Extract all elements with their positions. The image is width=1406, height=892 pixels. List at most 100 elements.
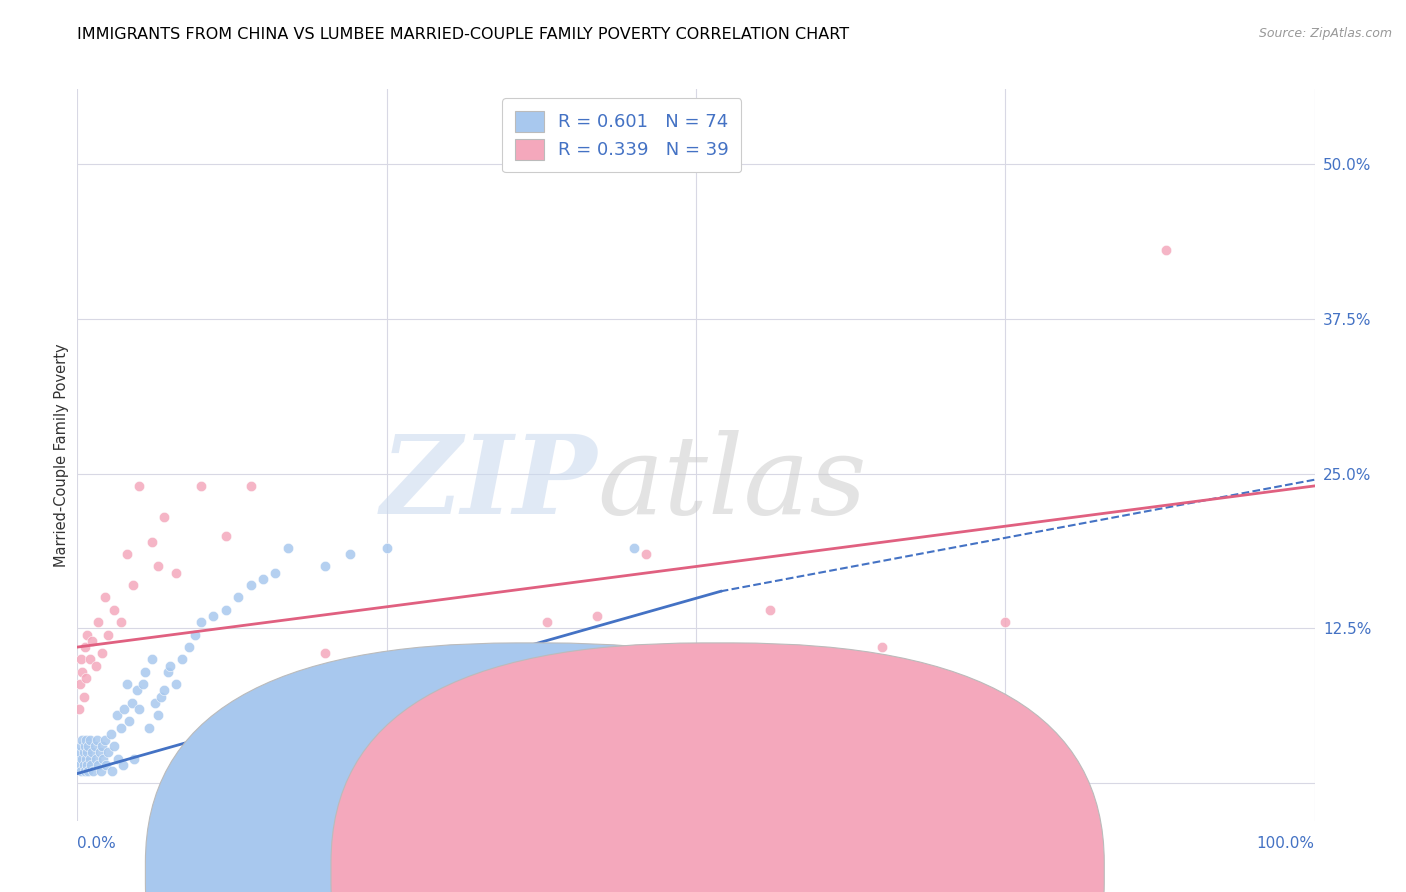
Point bbox=[177, 640, 200, 654]
Text: atlas: atlas bbox=[598, 431, 866, 538]
Point bbox=[101, 764, 124, 778]
Point bbox=[636, 547, 658, 561]
Point bbox=[70, 652, 93, 666]
Point bbox=[72, 733, 94, 747]
Point bbox=[153, 683, 176, 698]
Point bbox=[69, 746, 91, 760]
Text: Source: ZipAtlas.com: Source: ZipAtlas.com bbox=[1258, 27, 1392, 40]
Point bbox=[112, 702, 135, 716]
Point bbox=[759, 603, 782, 617]
Text: IMMIGRANTS FROM CHINA VS LUMBEE MARRIED-COUPLE FAMILY POVERTY CORRELATION CHART: IMMIGRANTS FROM CHINA VS LUMBEE MARRIED-… bbox=[77, 27, 849, 42]
Point bbox=[90, 764, 112, 778]
Point bbox=[121, 696, 143, 710]
Point bbox=[79, 733, 101, 747]
Text: ZIP: ZIP bbox=[381, 431, 598, 538]
Point bbox=[70, 739, 93, 754]
Point bbox=[105, 708, 128, 723]
Point bbox=[82, 633, 104, 648]
Point bbox=[73, 640, 96, 654]
Point bbox=[76, 746, 98, 760]
Point bbox=[536, 615, 558, 630]
Point bbox=[138, 721, 160, 735]
Point bbox=[437, 652, 460, 666]
Point bbox=[586, 609, 609, 624]
Point bbox=[84, 752, 107, 766]
Point bbox=[82, 764, 104, 778]
Point bbox=[141, 652, 163, 666]
Point bbox=[710, 652, 733, 666]
Point bbox=[314, 646, 336, 660]
Point bbox=[76, 757, 98, 772]
Point bbox=[72, 752, 94, 766]
Point bbox=[97, 628, 120, 642]
Point bbox=[277, 541, 299, 555]
Text: 100.0%: 100.0% bbox=[1257, 836, 1315, 850]
Point bbox=[141, 534, 163, 549]
Point bbox=[153, 509, 176, 524]
Point bbox=[1154, 244, 1177, 258]
Point bbox=[97, 746, 120, 760]
Point bbox=[93, 591, 115, 605]
Point bbox=[202, 609, 225, 624]
Point bbox=[110, 615, 132, 630]
Point bbox=[150, 690, 173, 704]
Point bbox=[215, 528, 238, 542]
Point bbox=[77, 739, 100, 754]
Point bbox=[264, 566, 287, 580]
Point bbox=[84, 658, 107, 673]
Point bbox=[143, 696, 166, 710]
Point bbox=[226, 591, 249, 605]
Point bbox=[128, 479, 150, 493]
Point bbox=[623, 541, 645, 555]
Text: Immigrants from China: Immigrants from China bbox=[519, 866, 696, 880]
Point bbox=[94, 757, 117, 772]
Point bbox=[252, 572, 274, 586]
Legend: R = 0.601   N = 74, R = 0.339   N = 39: R = 0.601 N = 74, R = 0.339 N = 39 bbox=[502, 98, 741, 172]
Point bbox=[72, 690, 94, 704]
Point bbox=[87, 615, 110, 630]
Point bbox=[190, 615, 212, 630]
Y-axis label: Married-Couple Family Poverty: Married-Couple Family Poverty bbox=[53, 343, 69, 566]
Point bbox=[93, 733, 115, 747]
Point bbox=[75, 671, 97, 685]
Point bbox=[80, 757, 103, 772]
Point bbox=[100, 727, 122, 741]
Point bbox=[76, 628, 98, 642]
Point bbox=[375, 541, 398, 555]
Point bbox=[115, 677, 138, 691]
Point bbox=[83, 739, 105, 754]
Point bbox=[91, 646, 114, 660]
Point bbox=[69, 757, 91, 772]
Point bbox=[89, 746, 111, 760]
Point bbox=[103, 603, 125, 617]
Point bbox=[67, 702, 90, 716]
Point bbox=[75, 752, 97, 766]
Point bbox=[110, 721, 132, 735]
Point bbox=[339, 547, 361, 561]
Point bbox=[159, 658, 181, 673]
Point bbox=[73, 739, 96, 754]
Point bbox=[67, 752, 90, 766]
Point bbox=[239, 578, 262, 592]
Point bbox=[128, 702, 150, 716]
Point bbox=[672, 652, 695, 666]
Point bbox=[808, 646, 831, 660]
Point bbox=[190, 479, 212, 493]
FancyBboxPatch shape bbox=[145, 643, 918, 892]
Point bbox=[994, 615, 1017, 630]
Point bbox=[118, 714, 141, 729]
Point bbox=[86, 733, 108, 747]
Point bbox=[156, 665, 179, 679]
Point bbox=[172, 652, 194, 666]
Text: Lumbee: Lumbee bbox=[696, 866, 772, 880]
Point bbox=[115, 547, 138, 561]
Point bbox=[79, 752, 101, 766]
Point bbox=[107, 752, 129, 766]
Point bbox=[122, 578, 145, 592]
Point bbox=[870, 640, 893, 654]
Point bbox=[184, 628, 207, 642]
Point bbox=[146, 559, 169, 574]
Point bbox=[125, 683, 148, 698]
Point bbox=[134, 665, 156, 679]
Point bbox=[165, 677, 187, 691]
